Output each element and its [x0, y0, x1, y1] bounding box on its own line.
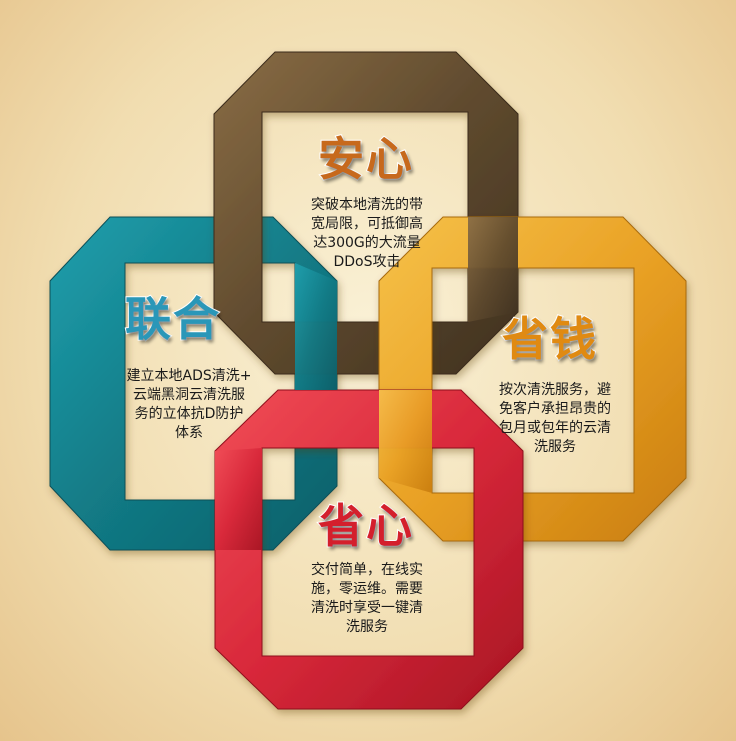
gold-ring-overlap: [379, 390, 432, 493]
union-line: 体系: [175, 425, 203, 441]
ease-description: 交付简单，在线实 施，零运维。需要 清洗时享受一键清 洗服务: [300, 561, 434, 637]
ease-line: 洗服务: [346, 619, 388, 635]
teal-ring-overlap: [295, 263, 337, 390]
security-title: 安心: [317, 132, 414, 186]
ease-line: 清洗时享受一键清: [311, 600, 423, 616]
brown-ring-overlap: [468, 217, 518, 322]
ease-title: 省心: [317, 499, 414, 553]
ease-line: 交付简单，在线实: [311, 562, 423, 578]
union-line: 云端黑洞云清洗服: [133, 387, 245, 403]
savings-description: 按次清洗服务，避 免客户承担昂贵的 包月或包年的云清 洗服务: [488, 381, 622, 457]
security-line: DDoS攻击: [333, 254, 401, 270]
savings-title: 省钱: [501, 312, 598, 366]
savings-line: 免客户承担昂贵的: [499, 401, 611, 417]
savings-line: 洗服务: [534, 439, 576, 455]
security-line: 宽局限，可抵御高: [311, 216, 423, 232]
savings-line: 按次清洗服务，避: [499, 382, 611, 398]
security-line: 突破本地清洗的带: [311, 197, 423, 213]
union-line: 务的立体抗D防护: [134, 406, 244, 422]
ease-line: 施，零运维。需要: [311, 581, 423, 597]
security-description: 突破本地清洗的带 宽局限，可抵御高 达300G的大流量 DDoS攻击: [300, 196, 434, 272]
union-line: 建立本地ADS清洗+: [126, 368, 252, 384]
red-ring-overlap: [215, 448, 262, 550]
savings-line: 包月或包年的云清: [499, 420, 611, 436]
union-description: 建立本地ADS清洗+ 云端黑洞云清洗服 务的立体抗D防护 体系: [118, 367, 260, 443]
union-title: 联合: [124, 292, 221, 346]
security-line: 达300G的大流量: [313, 235, 421, 251]
